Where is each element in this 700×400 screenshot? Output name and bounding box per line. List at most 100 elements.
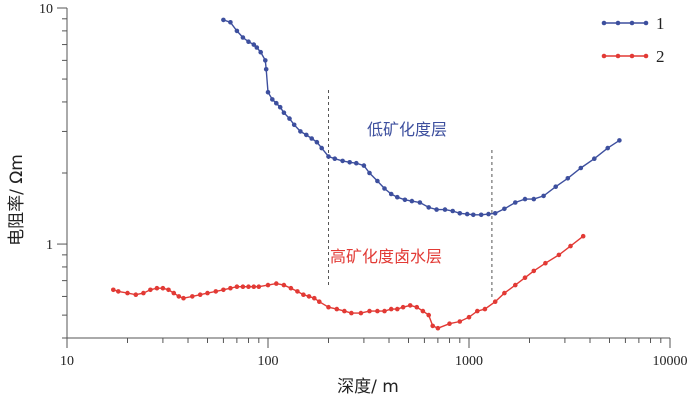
data-point	[234, 28, 240, 34]
data-point	[281, 282, 287, 288]
data-point	[492, 211, 498, 216]
data-point	[400, 304, 406, 310]
data-point	[464, 211, 470, 217]
series-1	[221, 17, 622, 218]
data-point	[395, 194, 400, 200]
data-point	[382, 186, 387, 191]
data-point	[502, 290, 507, 296]
data-point	[457, 319, 463, 324]
data-point	[426, 205, 432, 210]
data-point	[430, 323, 436, 329]
data-point	[314, 139, 320, 145]
data-point	[154, 285, 160, 291]
data-point	[326, 304, 331, 310]
data-point	[228, 285, 233, 291]
data-point	[347, 160, 353, 165]
data-point	[388, 191, 394, 197]
data-point	[450, 208, 456, 214]
data-point	[478, 212, 484, 218]
data-point	[141, 290, 146, 296]
legend-swatch-point	[615, 20, 621, 26]
y-axis-title: 电阻率/ Ωm	[7, 154, 27, 246]
data-point	[409, 198, 415, 204]
data-point	[240, 284, 246, 290]
data-point	[306, 294, 312, 299]
data-point	[133, 292, 139, 298]
data-point	[270, 97, 275, 102]
x-tick-label: 1000	[455, 354, 483, 369]
data-point	[265, 89, 271, 95]
data-point	[291, 122, 297, 128]
data-point	[407, 303, 413, 308]
data-point	[522, 196, 528, 202]
data-point	[426, 312, 432, 318]
data-point	[435, 325, 441, 331]
legend-swatch-point	[601, 53, 607, 59]
data-point	[263, 58, 268, 63]
data-point	[580, 233, 586, 239]
y-tick-label: 10	[39, 2, 53, 17]
data-point	[375, 178, 380, 184]
data-point	[246, 39, 251, 44]
data-point	[148, 287, 153, 293]
data-point	[354, 160, 359, 166]
data-point	[492, 299, 498, 305]
data-point	[240, 35, 246, 40]
data-point	[605, 145, 610, 151]
data-point	[340, 158, 345, 164]
data-point	[221, 287, 226, 293]
data-point	[578, 165, 584, 171]
legend-label: 1	[656, 14, 665, 33]
data-point	[176, 294, 182, 299]
legend-swatch-point	[629, 53, 635, 59]
data-point	[349, 310, 354, 316]
data-point	[166, 287, 171, 293]
data-point	[234, 284, 240, 290]
data-point	[367, 308, 372, 314]
data-point	[388, 306, 394, 312]
data-point	[246, 284, 251, 290]
data-point	[382, 308, 387, 314]
data-point	[256, 284, 262, 290]
legend-label: 2	[656, 47, 665, 66]
data-point	[111, 287, 116, 293]
data-point	[317, 299, 322, 305]
data-point	[434, 207, 439, 212]
data-point	[482, 306, 488, 312]
data-point	[334, 306, 340, 312]
data-point	[213, 289, 219, 294]
annotation-label: 高矿化度卤水层	[330, 247, 442, 266]
data-point	[447, 321, 452, 327]
data-point	[326, 154, 331, 159]
data-point	[312, 295, 317, 301]
data-point	[522, 275, 528, 281]
data-point	[442, 207, 448, 212]
data-point	[197, 292, 203, 298]
legend-entry: 1	[601, 14, 665, 33]
data-point	[304, 132, 309, 138]
data-point	[565, 176, 571, 181]
reference-lines	[328, 90, 493, 300]
data-point	[414, 304, 420, 310]
data-point	[301, 292, 306, 298]
data-point	[251, 284, 257, 290]
legend-swatch-point	[601, 20, 607, 26]
data-point	[592, 156, 597, 161]
data-point	[277, 104, 283, 110]
data-point	[190, 294, 195, 299]
data-point	[466, 314, 472, 320]
data-point	[361, 163, 367, 168]
data-point	[402, 197, 408, 203]
data-point	[287, 116, 292, 121]
x-tick-label: 100	[258, 354, 279, 369]
data-point	[263, 67, 269, 72]
legend-entry: 2	[601, 47, 665, 66]
series-line	[223, 19, 620, 216]
legend: 12	[601, 14, 665, 66]
data-point	[319, 145, 325, 151]
data-point	[274, 281, 279, 286]
data-point	[332, 156, 338, 161]
data-point	[471, 212, 476, 218]
